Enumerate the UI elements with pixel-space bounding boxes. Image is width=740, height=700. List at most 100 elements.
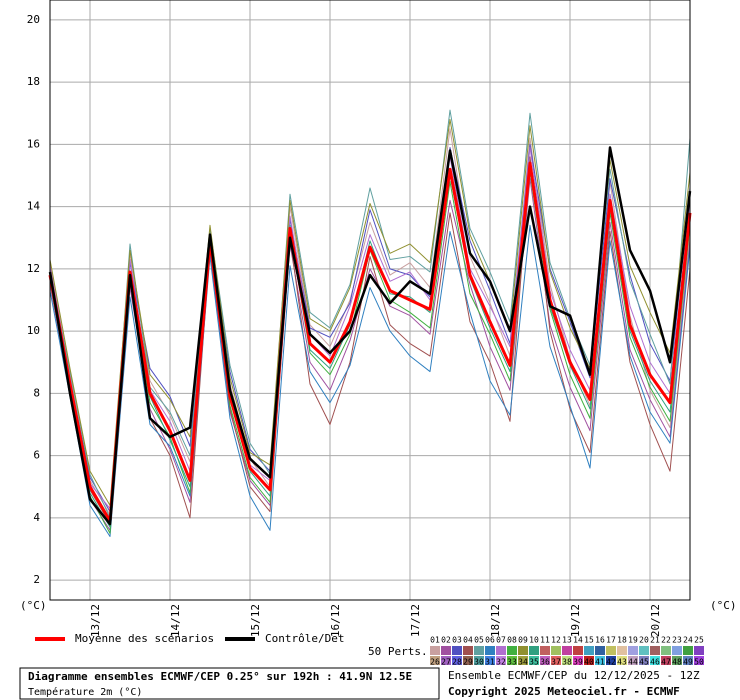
legend-swatch [650,656,660,665]
legend-swatch [540,656,550,665]
legend-label: 21 [650,636,660,645]
y-tick-label: 6 [33,449,40,462]
legend-swatch [595,646,605,655]
legend-label: 50 [694,658,704,667]
legend-swatch [617,656,627,665]
legend-label: 49 [683,658,693,667]
legend-swatch [441,656,451,665]
legend-label: 43 [617,658,627,667]
y-tick-label: 20 [27,13,40,26]
legend-label: 13 [562,636,572,645]
legend-swatch [606,656,616,665]
legend-label: 23 [672,636,682,645]
legend-swatch [496,656,506,665]
legend-label: 26 [430,658,440,667]
x-tick-label: 15/12 [249,604,262,637]
legend-label: Contrôle/Det [265,632,344,645]
legend-swatch [606,646,616,655]
legend-label: 01 [430,636,440,645]
chart-title: Diagramme ensembles ECMWF/CEP 0.25° sur … [28,670,412,683]
legend-label: Moyenne des scénarios [75,632,214,645]
legend-label: 14 [573,636,583,645]
x-tick-label: 20/12 [649,604,662,637]
legend-label: 11 [540,636,550,645]
legend-swatch [441,646,451,655]
legend-swatch [474,646,484,655]
legend-label: 15 [584,636,594,645]
legend-label: 31 [485,658,495,667]
y-tick-label: 12 [27,262,40,275]
legend-swatch [463,656,473,665]
legend-label: 09 [518,636,528,645]
legend-label: 36 [540,658,550,667]
legend-label: 10 [529,636,539,645]
series-line [49,178,691,531]
legend-label: 12 [551,636,561,645]
legend-swatch [617,646,627,655]
legend-swatch [672,646,682,655]
legend-label: 39 [573,658,583,667]
legend-label: 38 [562,658,572,667]
legend-swatch [584,656,594,665]
y-unit-right: (°C) [710,599,737,612]
legend-swatch [551,656,561,665]
x-tick-label: 16/12 [329,604,342,637]
y-tick-label: 16 [27,137,40,150]
legend-label: 35 [529,658,539,667]
legend-swatch [518,656,528,665]
legend-swatch [639,656,649,665]
series-line [49,224,691,538]
legend-swatch [672,656,682,665]
legend-swatch [595,656,605,665]
legend-swatch [562,646,572,655]
legend-label: 27 [441,658,451,667]
legend-label: 03 [452,636,462,645]
series-line [49,156,691,525]
legend-label: 41 [595,658,605,667]
y-tick-label: 2 [33,573,40,586]
copyright: Copyright 2025 Meteociel.fr - ECMWF [448,685,680,698]
x-tick-label: 17/12 [409,604,422,637]
legend-swatch [474,656,484,665]
legend-label: 37 [551,658,561,667]
legend-label: 06 [485,636,495,645]
legend-label: 18 [617,636,627,645]
series-line [49,143,691,513]
legend-label: 40 [584,658,594,667]
legend-label: 42 [606,658,616,667]
legend-label: 22 [661,636,671,645]
legend-swatch [584,646,594,655]
legend-label: 25 [694,636,704,645]
series-line [48,146,692,526]
series-line [49,147,691,510]
legend-label: 16 [595,636,605,645]
series-line [49,109,691,519]
legend-label: 33 [507,658,517,667]
series-line [48,161,692,523]
legend-swatch [507,646,517,655]
legend-label: 48 [672,658,682,667]
legend-label: 07 [496,636,506,645]
chart-subtitle: Température 2m (°C) [28,686,142,698]
legend-swatch [529,646,539,655]
legend-label: 04 [463,636,473,645]
legend-swatch [562,656,572,665]
legend-label: 46 [650,658,660,667]
legend-swatch [485,656,495,665]
legend-swatch [683,646,693,655]
legend-swatch [694,646,704,655]
title-box [19,667,440,700]
legend-swatch [661,646,671,655]
legend-label: 28 [452,658,462,667]
legend-swatch [463,646,473,655]
legend-swatch [485,646,495,655]
legend-label: 24 [683,636,693,645]
legend-swatch [573,646,583,655]
legend-label: 20 [639,636,649,645]
legend-swatch [540,646,550,655]
legend-label: 19 [628,636,638,645]
y-tick-label: 14 [27,200,41,213]
legend-swatch [573,656,583,665]
legend-label: 44 [628,658,638,667]
